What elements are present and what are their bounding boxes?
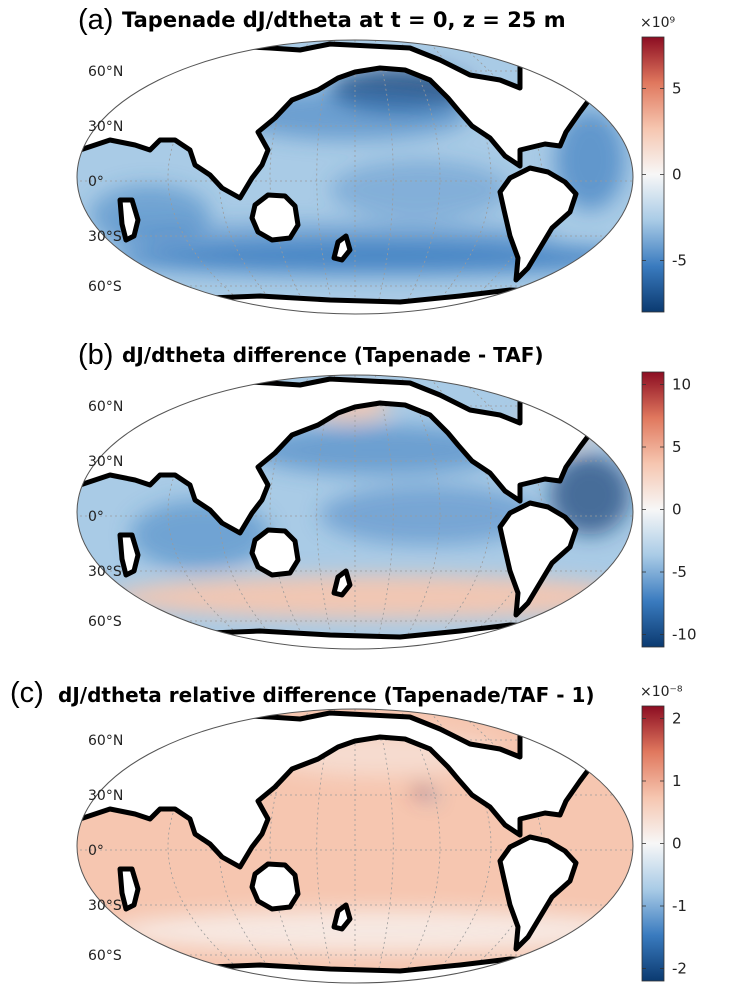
landmass bbox=[497, 165, 579, 283]
landmass bbox=[331, 568, 353, 598]
ocean-field bbox=[77, 375, 633, 649]
landmass bbox=[117, 197, 141, 243]
landmass bbox=[497, 500, 579, 618]
lat-label: 30°S bbox=[88, 898, 122, 914]
lat-label: 30°N bbox=[88, 454, 123, 470]
gridline-lon bbox=[374, 40, 394, 314]
colorbar-tick-label: 1 bbox=[672, 772, 682, 790]
field-blob bbox=[100, 223, 560, 247]
colorbar-tick-label: 10 bbox=[672, 376, 691, 394]
colorbar-tick-label: 0 bbox=[672, 835, 682, 853]
landmass bbox=[249, 192, 301, 243]
colorbar-tick-label: -5 bbox=[672, 251, 687, 269]
lat-label: 30°S bbox=[88, 564, 122, 580]
landmass bbox=[249, 527, 301, 578]
landmass bbox=[77, 41, 633, 201]
map-frame bbox=[76, 708, 634, 984]
colorbar-exponent: ×10⁹ bbox=[640, 15, 676, 31]
landmass bbox=[497, 834, 579, 952]
panel-b: (b) dJ/dtheta difference (Tapenade - TAF… bbox=[0, 335, 729, 669]
colorbar-tick-label: 0 bbox=[672, 166, 682, 184]
map-c: 60°N 30°N 0° 30°S 60°S 2 1 0 -1 -2 ×10⁻⁸ bbox=[76, 684, 687, 984]
lat-label: 30°N bbox=[88, 788, 123, 804]
landmass bbox=[331, 902, 353, 932]
field-blob bbox=[555, 110, 625, 210]
panel-title: dJ/dtheta relative difference (Tapenade/… bbox=[58, 683, 595, 707]
map-a: 60°N 30°N 0° 30°S 60°S 5 0 -5 ×10⁹ bbox=[76, 15, 687, 315]
field-blob bbox=[110, 575, 633, 619]
lat-label: 30°S bbox=[88, 229, 122, 245]
colorbar-tick-label: -5 bbox=[672, 563, 687, 581]
landmass bbox=[249, 861, 301, 912]
landmass bbox=[117, 532, 141, 578]
colorbar-tick-label: -1 bbox=[672, 897, 687, 915]
field-blob bbox=[110, 909, 633, 953]
lat-label: 0° bbox=[88, 174, 104, 190]
lat-label: 60°N bbox=[88, 399, 123, 415]
gridline-lon bbox=[374, 709, 394, 983]
landmass bbox=[117, 866, 141, 912]
map-b: 60°N 30°N 0° 30°S 60°S 10 5 0 -5 -10 bbox=[76, 371, 697, 650]
ocean-field bbox=[77, 709, 633, 983]
panel-title: Tapenade dJ/dtheta at t = 0, z = 25 m bbox=[122, 8, 566, 32]
panel-a: (a) Tapenade dJ/dtheta at t = 0, z = 25 … bbox=[0, 0, 729, 334]
colorbar-exponent: ×10⁻⁸ bbox=[640, 684, 683, 700]
panel-title: dJ/dtheta difference (Tapenade - TAF) bbox=[122, 343, 544, 367]
panel-label: (b) bbox=[78, 339, 114, 371]
field-blob bbox=[414, 784, 426, 794]
colorbar-tick-label: 0 bbox=[672, 501, 682, 519]
colorbar-tick-label: 5 bbox=[672, 438, 682, 456]
field-blob bbox=[330, 160, 510, 220]
lat-label: 60°N bbox=[88, 733, 123, 749]
lat-label: 0° bbox=[88, 509, 104, 525]
field-blob bbox=[550, 455, 630, 535]
panel-label: (a) bbox=[78, 4, 114, 36]
continents bbox=[77, 376, 633, 649]
landmass bbox=[77, 376, 633, 536]
ocean-field bbox=[77, 40, 633, 314]
lat-label: 30°N bbox=[88, 119, 123, 135]
landmass bbox=[77, 710, 633, 870]
colorbar-tick-label: 2 bbox=[672, 710, 682, 728]
lat-label: 60°S bbox=[88, 614, 122, 630]
colorbar-tick-label: -2 bbox=[672, 960, 687, 978]
lat-label: 60°N bbox=[88, 64, 123, 80]
panel-c: (c) dJ/dtheta relative difference (Tapen… bbox=[0, 669, 729, 1003]
field-blob bbox=[320, 485, 540, 545]
map-frame bbox=[76, 39, 634, 315]
colorbar-tick-label: 5 bbox=[672, 80, 682, 98]
lat-label: 60°S bbox=[88, 279, 122, 295]
lat-label: 0° bbox=[88, 843, 104, 859]
map-frame bbox=[76, 374, 634, 650]
lat-label: 60°S bbox=[88, 948, 122, 964]
colorbar-tick-label: -10 bbox=[672, 626, 697, 644]
landmass bbox=[331, 233, 353, 263]
field-blob bbox=[110, 242, 633, 274]
panel-label: (c) bbox=[10, 677, 44, 709]
gridline-lon bbox=[374, 375, 394, 649]
field-blob bbox=[250, 425, 510, 475]
